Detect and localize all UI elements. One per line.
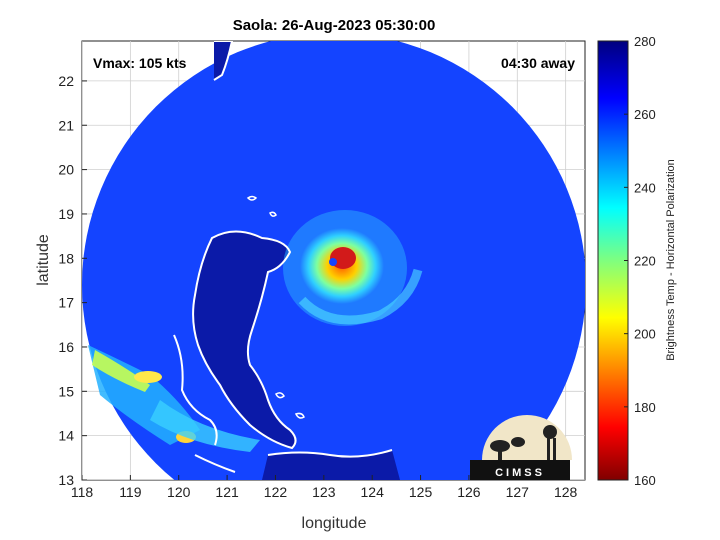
north-coastline [213, 41, 234, 81]
x-tick-label: 128 [554, 484, 578, 500]
y-tick-label: 21 [58, 117, 74, 133]
x-tick-label: 125 [409, 484, 433, 500]
colorbar [597, 40, 629, 481]
west-warm-patch [92, 350, 150, 392]
eye [329, 258, 337, 266]
spiral-band [298, 268, 423, 325]
luzon-landmass [193, 231, 296, 448]
x-tick-label: 123 [312, 484, 336, 500]
colorbar-tick-label: 220 [634, 254, 656, 269]
x-tick-label: 122 [264, 484, 288, 500]
y-tick-label: 15 [58, 383, 74, 399]
y-tick-label: 19 [58, 206, 74, 222]
x-axis-ticks: 118 119 120 121 122 123 124 125 126 127 128 [71, 475, 578, 500]
west-warm-spot [134, 371, 162, 383]
y-tick-label: 14 [58, 428, 74, 444]
colorbar-tick-label: 240 [634, 180, 656, 195]
y-axis-ticks: 13 14 15 16 17 18 19 20 21 22 [58, 73, 87, 488]
north-landmass [214, 41, 232, 80]
x-tick-label: 127 [506, 484, 530, 500]
colorbar-tick-label: 260 [634, 107, 656, 122]
south-coastline [194, 449, 393, 473]
colorbar-tick-label: 280 [634, 34, 656, 49]
y-tick-label: 20 [58, 162, 74, 178]
west-coastline [173, 334, 218, 446]
y-axis-label: latitude [35, 234, 52, 286]
y-tick-label: 17 [58, 295, 74, 311]
southern-islands [262, 450, 400, 480]
sw-band [150, 400, 260, 452]
colorbar-label: Brightness Temp - Horizontal Polarizatio… [665, 159, 677, 361]
colorbar-tick-label: 180 [634, 400, 656, 415]
microwave-swath [82, 41, 585, 480]
chart-title: Saola: 26-Aug-2023 05:30:00 [233, 17, 436, 34]
time-away-annotation: 04:30 away [501, 55, 575, 71]
x-axis-label: longitude [302, 515, 367, 532]
colorbar-tick-label: 200 [634, 327, 656, 342]
y-tick-label: 16 [58, 339, 74, 355]
x-tick-label: 126 [457, 484, 481, 500]
islet-coastlines [246, 195, 305, 419]
colorbar-ticks: 160 180 200 220 240 260 280 [624, 34, 656, 488]
x-tick-label: 119 [119, 484, 142, 500]
x-tick-label: 121 [215, 484, 239, 500]
vmax-annotation: Vmax: 105 kts [93, 55, 187, 71]
cimss-logo-text: CIMSS [495, 467, 545, 479]
x-tick-label: 124 [361, 484, 385, 500]
y-tick-label: 22 [58, 73, 74, 89]
colorbar-tick-label: 160 [634, 473, 656, 488]
x-tick-label: 120 [167, 484, 191, 500]
y-tick-label: 13 [58, 472, 74, 488]
y-tick-label: 18 [58, 250, 74, 266]
cimss-logo-icon: CIMSS [470, 415, 572, 480]
x-tick-label: 118 [71, 484, 94, 500]
luzon-coastline [192, 230, 297, 450]
